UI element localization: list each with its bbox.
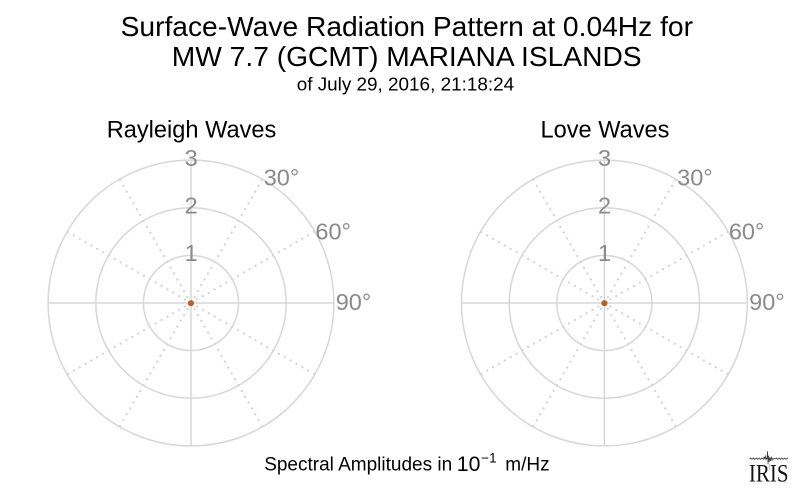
svg-text:Love Waves: Love Waves (541, 117, 670, 143)
svg-text:10: 10 (457, 453, 481, 476)
svg-text:MW 7.7 (GCMT) MARIANA ISLANDS: MW 7.7 (GCMT) MARIANA ISLANDS (172, 40, 642, 72)
svg-text:90°: 90° (749, 289, 785, 315)
svg-text:30°: 30° (264, 164, 300, 190)
svg-text:−1: −1 (481, 451, 496, 466)
svg-text:60°: 60° (729, 219, 765, 245)
svg-text:IRIS: IRIS (749, 459, 789, 488)
svg-text:2: 2 (185, 193, 198, 219)
svg-text:30°: 30° (677, 164, 713, 190)
svg-text:2: 2 (598, 193, 611, 219)
svg-text:1: 1 (598, 240, 611, 266)
svg-text:Rayleigh Waves: Rayleigh Waves (107, 117, 277, 143)
svg-text:Surface-Wave Radiation Pattern: Surface-Wave Radiation Pattern at 0.04Hz… (121, 10, 693, 42)
svg-text:3: 3 (185, 145, 198, 171)
svg-text:90°: 90° (336, 289, 372, 315)
svg-text:of July 29, 2016, 21:18:24: of July 29, 2016, 21:18:24 (297, 74, 514, 95)
svg-text:1: 1 (185, 240, 198, 266)
svg-text:3: 3 (598, 145, 611, 171)
svg-text:m/Hz: m/Hz (505, 454, 549, 475)
svg-text:Spectral Amplitudes in: Spectral Amplitudes in (264, 454, 452, 475)
svg-text:60°: 60° (315, 219, 351, 245)
